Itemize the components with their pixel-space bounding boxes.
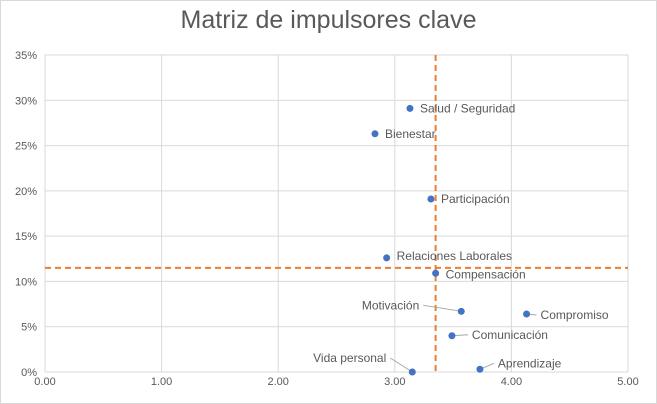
- data-label: Aprendizaje: [498, 356, 562, 370]
- x-tick-label: 5.00: [617, 376, 638, 388]
- data-point: [371, 130, 379, 138]
- y-tick-label: 35%: [15, 50, 37, 62]
- data-point: [432, 269, 440, 277]
- data-point: [523, 310, 531, 318]
- data-point: [476, 365, 484, 373]
- y-tick-label: 0%: [21, 367, 37, 379]
- data-label: Salud / Seguridad: [420, 101, 515, 115]
- data-label: Motivación: [362, 298, 419, 312]
- y-tick-label: 10%: [15, 276, 37, 288]
- data-point: [448, 332, 456, 340]
- x-tick-label: 3.00: [384, 376, 405, 388]
- leader-line: [390, 357, 413, 373]
- data-label: Comunicación: [472, 328, 548, 342]
- leader-line: [423, 304, 462, 312]
- chart-title: Matriz de impulsores clave: [180, 6, 477, 34]
- x-tick-label: 0.00: [34, 376, 55, 388]
- data-label: Vida personal: [313, 351, 386, 365]
- data-label: Compromiso: [541, 308, 609, 322]
- data-point: [406, 104, 414, 112]
- data-label: Relaciones Laborales: [397, 249, 512, 263]
- x-tick-label: 2.00: [267, 376, 288, 388]
- y-tick-label: 15%: [15, 231, 37, 243]
- y-tick-label: 5%: [21, 322, 37, 334]
- y-tick-label: 20%: [15, 186, 37, 198]
- data-point: [383, 254, 391, 262]
- y-tick-label: 25%: [15, 141, 37, 153]
- data-label: Bienestar: [385, 127, 436, 141]
- data-label: Participación: [441, 192, 510, 206]
- x-tick-label: 4.00: [501, 376, 522, 388]
- data-point: [457, 307, 465, 315]
- data-point: [408, 368, 416, 376]
- y-tick-label: 30%: [15, 95, 37, 107]
- data-point: [427, 195, 435, 203]
- data-label: Compensación: [446, 267, 526, 281]
- x-tick-label: 1.00: [151, 376, 172, 388]
